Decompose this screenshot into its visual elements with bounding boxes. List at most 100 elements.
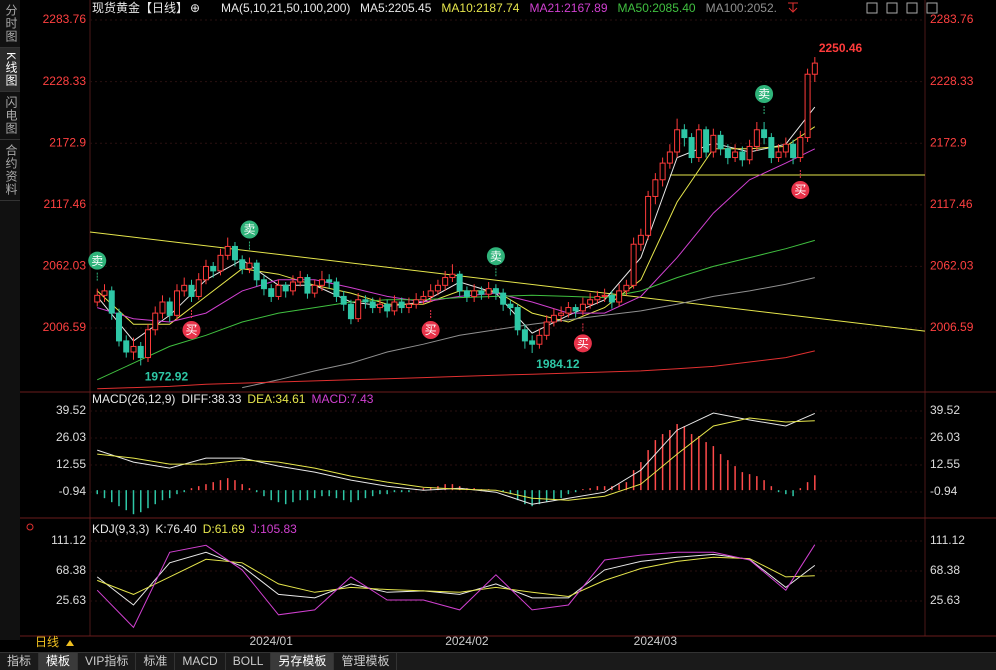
candle-body [536,334,543,345]
candle-body [572,307,579,312]
icon[interactable] [886,2,898,14]
candle-body [202,265,209,281]
candle-body [275,284,282,297]
candle-body [521,329,528,342]
candle-body [239,259,246,270]
y-tick-label: 12.55 [930,457,960,471]
chart-title: 现货黄金【日线】 [92,0,188,15]
candle-body [181,284,188,292]
candle-body [739,151,746,161]
candle-body [478,290,485,295]
candle-body [558,312,565,316]
candle-body [565,307,572,314]
y-tick-label: 2228.33 [43,74,87,88]
candle-body [260,279,267,290]
candle-body [724,148,731,159]
y-tick-label: 26.03 [56,430,86,444]
candle-body [115,312,122,342]
signal-badge [486,247,505,266]
y-tick-label: 68.38 [56,563,86,577]
candle-body [753,129,760,147]
candle-body [674,129,681,153]
candle-body [217,254,224,272]
y-tick-label: 111.12 [930,533,965,547]
candle-body [188,284,195,297]
candle-body [159,301,166,314]
window-icons [26,2,938,531]
period[interactable]: 日线 [35,635,59,649]
signal-label: 买 [185,323,197,337]
toolbar-tab[interactable]: 模板 [39,653,79,670]
candle-body [579,303,586,312]
candle-body [195,279,202,297]
sidebar-tab[interactable]: 闪电图 [0,92,20,141]
candle-body [630,243,637,286]
indicator-header: D:61.69 [203,522,245,536]
candle-body [616,290,623,303]
sidebar-tab[interactable]: K线图 [0,48,20,93]
x-tick-label: 2024/02 [445,634,489,648]
indicator-header: KDJ(9,3,3) [92,522,149,536]
line [97,417,815,501]
candle-body [782,143,789,153]
line [96,544,816,629]
toolbar-tab[interactable]: 标准 [136,653,176,670]
y-tick-label: 26.03 [930,430,960,444]
candle-body [492,288,499,294]
toolbar-tab[interactable]: VIP指标 [78,653,137,670]
ma-legend: MA10:2187.74 [441,1,519,15]
candle-body [652,179,659,197]
indicator-header: DIFF:38.33 [181,392,241,406]
icon[interactable] [906,2,918,14]
x-tick-label: 2024/01 [250,634,294,648]
candle-body [101,290,108,296]
candle-body [253,262,260,281]
toolbar-tab[interactable]: BOLL [226,653,272,670]
crosshair-icon[interactable]: ⊕ [190,1,200,15]
candle-body [123,340,130,353]
candle-body [587,299,594,305]
candle-body [340,295,347,305]
candle-body [420,295,427,301]
icon[interactable] [866,2,878,14]
icon[interactable] [926,2,938,14]
toolbar-tab[interactable]: 指标 [0,653,40,670]
y-tick-label: 2006.59 [43,320,87,334]
extreme-label: 2250.46 [819,41,863,55]
indicator-header: MACD:7.43 [311,392,373,406]
toolbar-tab[interactable]: MACD [175,653,226,670]
period-arrow[interactable] [66,640,74,646]
candle-body [804,73,811,139]
y-tick-label: 68.38 [930,563,960,577]
candle-body [717,134,724,150]
toolbar-tab[interactable]: 管理模板 [334,653,398,670]
sidebar-tab[interactable]: 分时图 [0,0,20,48]
y-tick-label: 25.63 [56,593,86,607]
line [242,277,815,389]
y-tick-label: 2006.59 [930,320,974,334]
candle-body [637,234,644,245]
candle-body [442,277,449,286]
signal-badge [182,321,201,339]
candle-body [529,340,536,345]
signal-badge [88,251,107,270]
candle-body [811,62,818,75]
settings-icon[interactable] [26,523,34,531]
candle-body [152,312,159,331]
sidebar: 分时图 K线图 闪电图 合约资料 [0,0,21,640]
ma-legend: MA5:2205.45 [360,1,432,15]
sidebar-tab[interactable]: 合约资料 [0,140,20,202]
candle-body [688,137,695,159]
toolbar-tab[interactable]: 另存模板 [271,653,335,670]
candle-body [746,145,753,161]
candle-body [391,301,398,312]
candle-body [507,303,514,309]
candle-body [434,284,441,292]
line [96,239,815,381]
candle-body [500,292,507,305]
down-arrow-icon[interactable] [788,2,798,13]
candle-body [289,281,296,292]
candle-body [398,301,405,309]
ma-legend: MA50:2085.40 [618,1,696,15]
